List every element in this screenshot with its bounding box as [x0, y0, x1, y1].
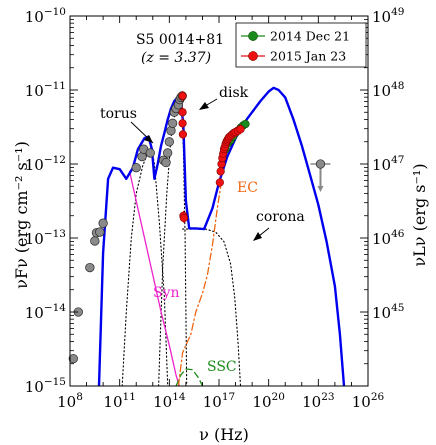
- legend-label-2015: 2015 Jan 23: [270, 49, 346, 64]
- archival-point: [167, 118, 178, 128]
- archival-point: [315, 159, 326, 169]
- tick-label: 1014: [153, 391, 186, 411]
- label-disk: disk: [219, 85, 249, 101]
- archival-point: [164, 137, 174, 147]
- curve-ssc: [175, 368, 204, 386]
- label-ssc: SSC: [207, 359, 237, 375]
- data-point-2015: [179, 213, 189, 223]
- data-point-2015: [236, 125, 245, 134]
- archival-point: [98, 218, 108, 228]
- tick-label: 10−10: [25, 6, 66, 26]
- chart-title: S5 0014+81: [136, 32, 224, 48]
- legend-marker-2014: [241, 31, 265, 41]
- curve-ec: [177, 185, 222, 386]
- arrowhead-corona: [253, 232, 262, 241]
- data-point-2015: [178, 108, 187, 117]
- archival-point: [163, 148, 173, 158]
- chart-subtitle: (z = 3.37): [141, 50, 211, 66]
- tick-label: 1048: [372, 80, 404, 100]
- data-point-2015: [178, 91, 187, 101]
- archival-point: [68, 353, 78, 364]
- curve-total: [97, 86, 346, 386]
- tick-label: 1011: [103, 391, 135, 411]
- archival-point: [85, 262, 95, 273]
- data-point-2014: [241, 119, 250, 129]
- arrowhead-torus: [144, 135, 153, 143]
- data-point-2015: [215, 178, 224, 187]
- tick-label: 1023: [302, 391, 334, 411]
- tick-label: 10−13: [25, 228, 66, 248]
- label-corona: corona: [256, 209, 305, 225]
- tick-label: 1026: [352, 391, 385, 411]
- data-point-2015: [178, 119, 187, 128]
- label-syn: Syn: [153, 285, 180, 301]
- tick-label: 10−15: [25, 376, 66, 396]
- archival-point: [131, 163, 141, 173]
- legend: 2014 Dec 21 2015 Jan 23: [235, 22, 367, 68]
- label-torus: torus: [100, 106, 137, 122]
- curve-syn: [128, 170, 180, 386]
- tick-label: 1017: [203, 391, 235, 411]
- gamma-upper-limit-arrow: [317, 186, 324, 192]
- tick-label: 10−14: [25, 302, 67, 322]
- legend-label-2014: 2014 Dec 21: [270, 29, 350, 44]
- curve-disk: [158, 100, 188, 386]
- tick-label: 1047: [372, 154, 404, 174]
- archival-point: [90, 236, 100, 246]
- legend-marker-2015: [241, 51, 265, 61]
- y-axis-label-right: νLν (erg s⁻¹): [410, 163, 429, 266]
- tick-label: 108: [57, 391, 83, 411]
- axis-ticks: 108 1011 1014 1017 1020 1023 1026 10−15 10−14 10−…: [25, 6, 405, 411]
- tick-label: 1046: [372, 228, 405, 248]
- data-points: [68, 90, 331, 364]
- arrowhead-disk: [199, 102, 209, 110]
- tick-label: 1049: [372, 6, 404, 26]
- data-point-2015: [178, 130, 188, 139]
- tick-label: 10−12: [25, 154, 66, 174]
- label-ec: EC: [237, 180, 258, 196]
- tick-label: 10−11: [25, 80, 66, 100]
- archival-point: [95, 227, 105, 237]
- data-point-2015: [216, 167, 225, 176]
- tick-label: 1020: [252, 391, 284, 411]
- archival-point: [145, 148, 155, 158]
- archival-point: [161, 157, 171, 168]
- y-axis-label-left: νFν (erg cm⁻² s⁻¹): [12, 141, 31, 289]
- x-axis-label: ν (Hz): [199, 425, 249, 444]
- legend-box: [235, 22, 367, 68]
- tick-label: 1045: [372, 302, 404, 322]
